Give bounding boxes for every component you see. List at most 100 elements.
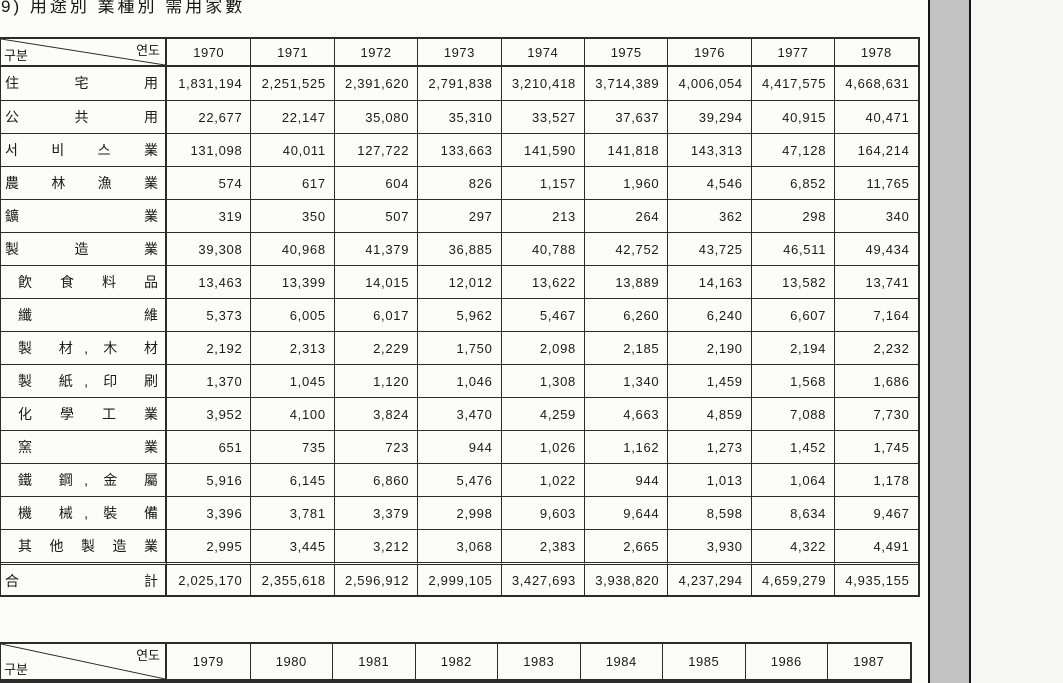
value-cell: 22,677 [167, 100, 251, 133]
corner-category-label: 구분 [4, 48, 28, 63]
value-cell: 3,210,418 [500, 67, 584, 100]
value-cell: 617 [250, 166, 334, 199]
value-cell: 4,935,155 [834, 562, 918, 595]
value-cell: 6,260 [583, 298, 668, 331]
value-cell: 4,491 [834, 529, 918, 562]
value-cell: 13,582 [750, 265, 835, 298]
value-cell: 298 [750, 199, 835, 232]
value-cell: 4,663 [583, 397, 668, 430]
value-cell: 2,391,620 [333, 67, 417, 100]
page-edge-shadow [928, 0, 971, 683]
value-cell: 723 [333, 430, 418, 463]
total-row-label: 合 計 [1, 562, 167, 595]
value-cell: 362 [667, 199, 751, 232]
value-cell: 2,185 [583, 331, 668, 364]
value-cell: 1,686 [834, 364, 918, 397]
value-cell: 1,157 [500, 166, 584, 199]
value-cell: 6,860 [333, 463, 418, 496]
value-cell: 42,752 [583, 232, 668, 265]
page-title: 9) 用途別 業種別 需用家數 [1, 0, 246, 16]
value-cell: 2,251,525 [250, 67, 333, 100]
value-cell: 1,120 [333, 364, 418, 397]
value-cell: 1,026 [500, 430, 584, 463]
row-label: 서 비 스 業 [1, 133, 167, 166]
value-cell: 5,373 [167, 298, 251, 331]
value-cell: 340 [834, 199, 918, 232]
value-cell: 164,214 [834, 133, 918, 166]
value-cell: 40,011 [250, 133, 334, 166]
value-cell: 735 [250, 430, 334, 463]
value-cell: 13,622 [500, 265, 584, 298]
value-cell: 1,178 [834, 463, 918, 496]
value-cell: 4,100 [250, 397, 334, 430]
value-cell: 40,788 [500, 232, 584, 265]
value-cell: 13,889 [583, 265, 668, 298]
value-cell: 297 [417, 199, 501, 232]
value-cell: 37,637 [583, 100, 668, 133]
year-header: 1970 [167, 39, 251, 67]
row-label: 住 宅 用 [1, 67, 167, 100]
value-cell: 2,098 [500, 331, 584, 364]
value-cell: 6,607 [750, 298, 835, 331]
value-cell: 1,370 [167, 364, 251, 397]
row-label: 鐵 鋼, 金 屬 [1, 463, 167, 496]
diagonal-line [1, 39, 165, 65]
year-header: 1972 [333, 39, 418, 67]
value-cell: 41,379 [333, 232, 418, 265]
value-cell: 3,212 [333, 529, 418, 562]
value-cell: 5,476 [417, 463, 501, 496]
viewer-background [971, 0, 1063, 683]
value-cell: 6,240 [667, 298, 751, 331]
value-cell: 1,831,194 [178, 76, 243, 91]
value-cell: 4,237,294 [667, 562, 751, 595]
value-cell: 3,445 [250, 529, 334, 562]
year-header: 1975 [583, 39, 668, 67]
value-cell: 1,162 [583, 430, 668, 463]
year-header: 1971 [250, 39, 334, 67]
value-cell: 13,741 [834, 265, 918, 298]
value-cell: 39,308 [167, 232, 251, 265]
year-header: 1986 [744, 644, 827, 681]
row-label: 製 紙, 印 刷 [1, 364, 167, 397]
value-cell: 40,915 [750, 100, 835, 133]
year-header: 1982 [414, 644, 497, 681]
value-cell: 9,467 [834, 496, 918, 529]
value-cell: 1,340 [583, 364, 668, 397]
year-header: 1976 [667, 39, 751, 67]
value-cell: 1,013 [667, 463, 751, 496]
value-cell: 143,313 [667, 133, 751, 166]
value-cell: 2,383 [500, 529, 584, 562]
value-cell: 49,434 [834, 232, 918, 265]
value-cell: 9,644 [583, 496, 668, 529]
value-cell: 2,313 [250, 331, 334, 364]
corner-year-label: 연도 [136, 648, 160, 663]
value-cell: 1,568 [750, 364, 835, 397]
value-cell: 2,995 [167, 529, 251, 562]
value-cell: 2,192 [167, 331, 251, 364]
value-cell: 3,427,693 [500, 562, 584, 595]
value-cell: 3,781 [250, 496, 334, 529]
value-cell: 350 [250, 199, 334, 232]
value-cell: 1,960 [583, 166, 668, 199]
value-cell: 4,546 [667, 166, 751, 199]
value-cell: 4,322 [750, 529, 835, 562]
value-cell: 6,852 [750, 166, 835, 199]
value-cell: 2,025,170 [167, 562, 251, 595]
header-corner-cell: 연도 구분 [1, 644, 167, 681]
header-corner-cell: 연도 구분 [1, 39, 167, 67]
value-cell: 4,006,054 [667, 67, 750, 100]
value-cell: 4,859 [667, 397, 751, 430]
value-cell: 6,005 [250, 298, 334, 331]
value-cell: 1,745 [834, 430, 918, 463]
value-cell: 213 [500, 199, 584, 232]
diagonal-line [1, 644, 165, 679]
value-cell: 3,952 [167, 397, 251, 430]
value-cell: 651 [167, 430, 251, 463]
value-cell: 2,232 [834, 331, 918, 364]
value-cell: 141,590 [500, 133, 584, 166]
value-cell: 6,145 [250, 463, 334, 496]
value-cell: 3,714,389 [583, 67, 667, 100]
value-cell: 14,015 [333, 265, 418, 298]
value-cell: 131,098 [167, 133, 251, 166]
